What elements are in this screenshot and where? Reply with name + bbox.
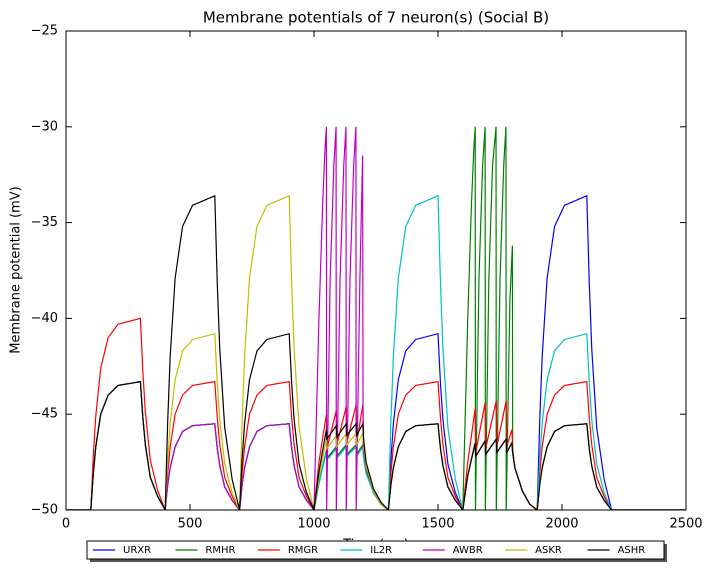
legend-label: ASHR bbox=[618, 545, 646, 556]
series-line bbox=[66, 194, 686, 510]
x-tick-label: 0 bbox=[62, 517, 70, 532]
y-tick-label: −50 bbox=[31, 503, 58, 518]
legend-label: ASKR bbox=[535, 545, 562, 556]
chart-title: Membrane potentials of 7 neuron(s) (Soci… bbox=[203, 9, 549, 27]
legend-label: RMGR bbox=[288, 545, 318, 556]
x-tick-label: 2500 bbox=[669, 517, 702, 532]
x-tick-label: 2000 bbox=[545, 517, 578, 532]
legend-box bbox=[86, 540, 665, 560]
x-tick-label: 1000 bbox=[297, 517, 330, 532]
y-tick-label: −45 bbox=[31, 407, 58, 422]
y-axis-label: Membrane potential (mV) bbox=[9, 186, 24, 353]
plot-frame bbox=[65, 30, 687, 511]
y-tick-label: −25 bbox=[31, 24, 58, 39]
legend-label: URXR bbox=[123, 545, 151, 556]
y-tick-label: −40 bbox=[31, 311, 58, 326]
x-tick-label: 500 bbox=[178, 517, 203, 532]
y-tick-label: −35 bbox=[31, 215, 58, 230]
legend-label: AWBR bbox=[453, 545, 483, 556]
legend-label: IL2R bbox=[370, 545, 392, 556]
y-tick-label: −30 bbox=[31, 119, 58, 134]
legend-label: RMHR bbox=[205, 545, 235, 556]
x-tick-label: 1500 bbox=[421, 517, 454, 532]
